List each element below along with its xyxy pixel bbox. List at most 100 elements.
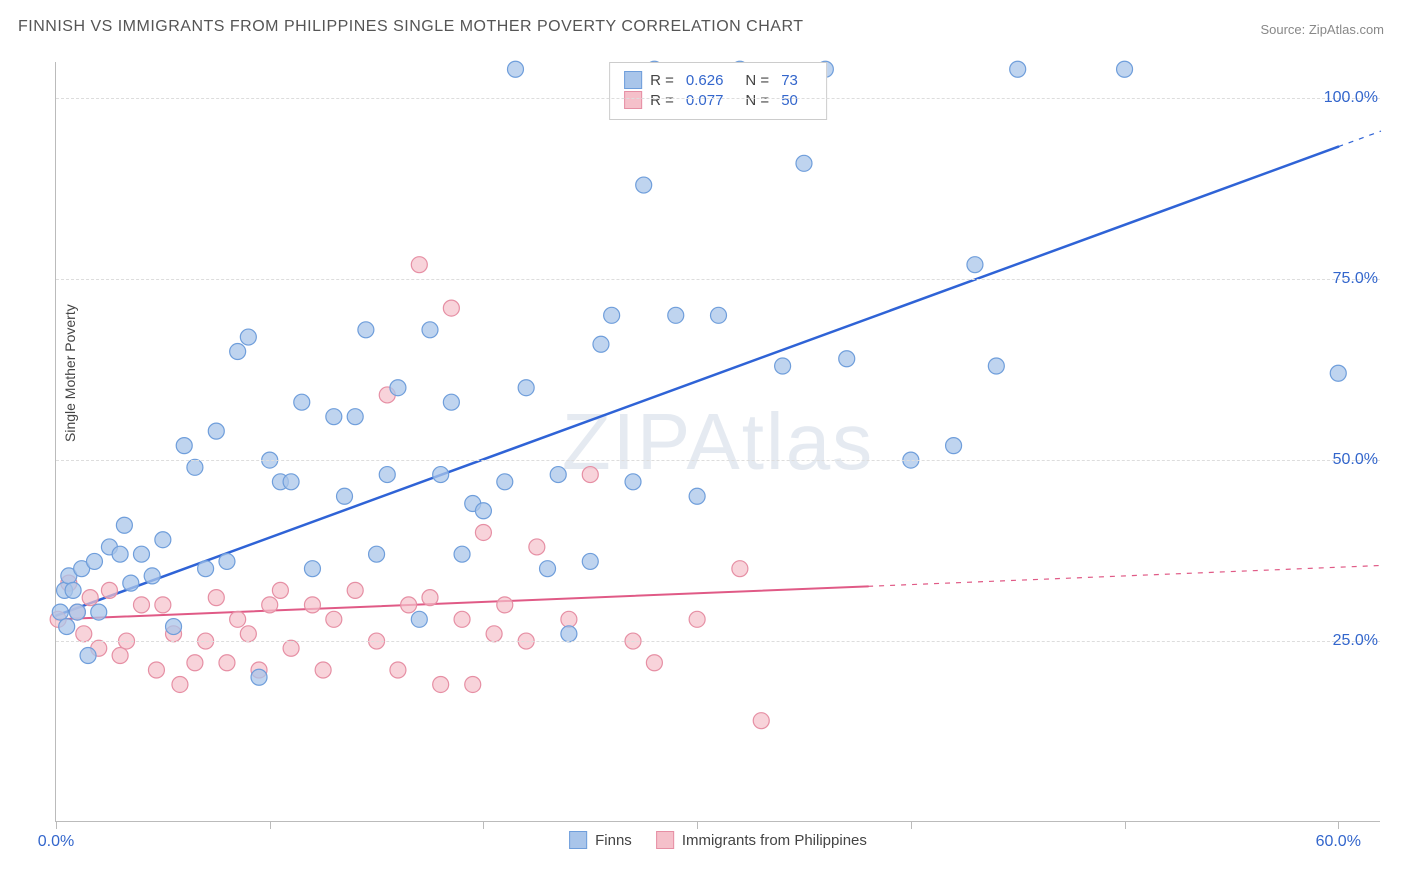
- regression-line-finns: [56, 147, 1338, 616]
- point-ph: [486, 626, 502, 642]
- point-ph: [82, 590, 98, 606]
- point-ph: [208, 590, 224, 606]
- point-finns: [1117, 61, 1133, 77]
- chart-svg: [56, 62, 1380, 821]
- point-finns: [443, 394, 459, 410]
- point-finns: [347, 409, 363, 425]
- point-finns: [433, 467, 449, 483]
- y-tick-label: 50.0%: [1333, 451, 1378, 469]
- point-ph: [283, 640, 299, 656]
- x-tick-mark: [270, 821, 271, 829]
- point-finns: [1010, 61, 1026, 77]
- point-finns: [283, 474, 299, 490]
- legend-r-value: 0.626: [686, 72, 724, 89]
- point-ph: [187, 655, 203, 671]
- point-ph: [401, 597, 417, 613]
- legend-n-value: 50: [781, 92, 798, 109]
- legend-series-item: Immigrants from Philippines: [656, 831, 867, 849]
- legend-n-label: N =: [745, 92, 769, 109]
- point-finns: [604, 307, 620, 323]
- legend-series-item: Finns: [569, 831, 632, 849]
- point-ph: [133, 597, 149, 613]
- point-finns: [988, 358, 1004, 374]
- legend-r-value: 0.077: [686, 92, 724, 109]
- gridline-h: [56, 641, 1380, 642]
- point-finns: [112, 546, 128, 562]
- point-ph: [646, 655, 662, 671]
- source-attribution: Source: ZipAtlas.com: [1260, 22, 1384, 37]
- point-finns: [379, 467, 395, 483]
- point-finns: [69, 604, 85, 620]
- point-ph: [411, 257, 427, 273]
- point-finns: [593, 336, 609, 352]
- point-finns: [52, 604, 68, 620]
- legend-stats-row: R =0.626N =73: [624, 71, 812, 89]
- point-finns: [251, 669, 267, 685]
- point-finns: [796, 155, 812, 171]
- point-finns: [144, 568, 160, 584]
- x-tick-mark: [56, 821, 57, 829]
- point-finns: [422, 322, 438, 338]
- point-ph: [155, 597, 171, 613]
- point-ph: [315, 662, 331, 678]
- y-tick-label: 75.0%: [1333, 270, 1378, 288]
- point-ph: [582, 467, 598, 483]
- point-finns: [711, 307, 727, 323]
- point-finns: [946, 438, 962, 454]
- gridline-h: [56, 279, 1380, 280]
- point-ph: [497, 597, 513, 613]
- point-ph: [689, 611, 705, 627]
- point-finns: [454, 546, 470, 562]
- legend-series-label: Finns: [595, 832, 632, 849]
- point-finns: [59, 619, 75, 635]
- point-finns: [390, 380, 406, 396]
- point-ph: [272, 582, 288, 598]
- x-tick-mark: [911, 821, 912, 829]
- legend-stats-row: R =0.077N =50: [624, 91, 812, 109]
- point-ph: [433, 676, 449, 692]
- point-finns: [337, 488, 353, 504]
- point-ph: [529, 539, 545, 555]
- point-ph: [443, 300, 459, 316]
- point-finns: [967, 257, 983, 273]
- point-finns: [80, 648, 96, 664]
- point-finns: [133, 546, 149, 562]
- regression-line-ph-dashed: [868, 565, 1381, 586]
- point-finns: [561, 626, 577, 642]
- gridline-h: [56, 98, 1380, 99]
- point-ph: [112, 648, 128, 664]
- point-ph: [172, 676, 188, 692]
- point-finns: [775, 358, 791, 374]
- x-tick-mark: [697, 821, 698, 829]
- point-finns: [219, 553, 235, 569]
- plot-area: Single Mother Poverty ZIPAtlas R =0.626N…: [55, 62, 1380, 822]
- point-ph: [101, 582, 117, 598]
- point-finns: [230, 344, 246, 360]
- legend-swatch: [569, 831, 587, 849]
- point-ph: [347, 582, 363, 598]
- point-ph: [148, 662, 164, 678]
- point-ph: [475, 524, 491, 540]
- point-finns: [550, 467, 566, 483]
- point-ph: [422, 590, 438, 606]
- point-finns: [208, 423, 224, 439]
- point-finns: [240, 329, 256, 345]
- point-finns: [116, 517, 132, 533]
- point-finns: [582, 553, 598, 569]
- point-finns: [507, 61, 523, 77]
- point-finns: [86, 553, 102, 569]
- chart-title: FINNISH VS IMMIGRANTS FROM PHILIPPINES S…: [18, 18, 803, 36]
- legend-swatch: [656, 831, 674, 849]
- point-finns: [540, 561, 556, 577]
- legend-n-value: 73: [781, 72, 798, 89]
- y-tick-label: 25.0%: [1333, 632, 1378, 650]
- point-ph: [465, 676, 481, 692]
- point-ph: [304, 597, 320, 613]
- x-tick-mark: [1338, 821, 1339, 829]
- legend-swatch: [624, 91, 642, 109]
- point-finns: [187, 459, 203, 475]
- point-ph: [732, 561, 748, 577]
- point-finns: [411, 611, 427, 627]
- point-ph: [753, 713, 769, 729]
- legend-n-label: N =: [745, 72, 769, 89]
